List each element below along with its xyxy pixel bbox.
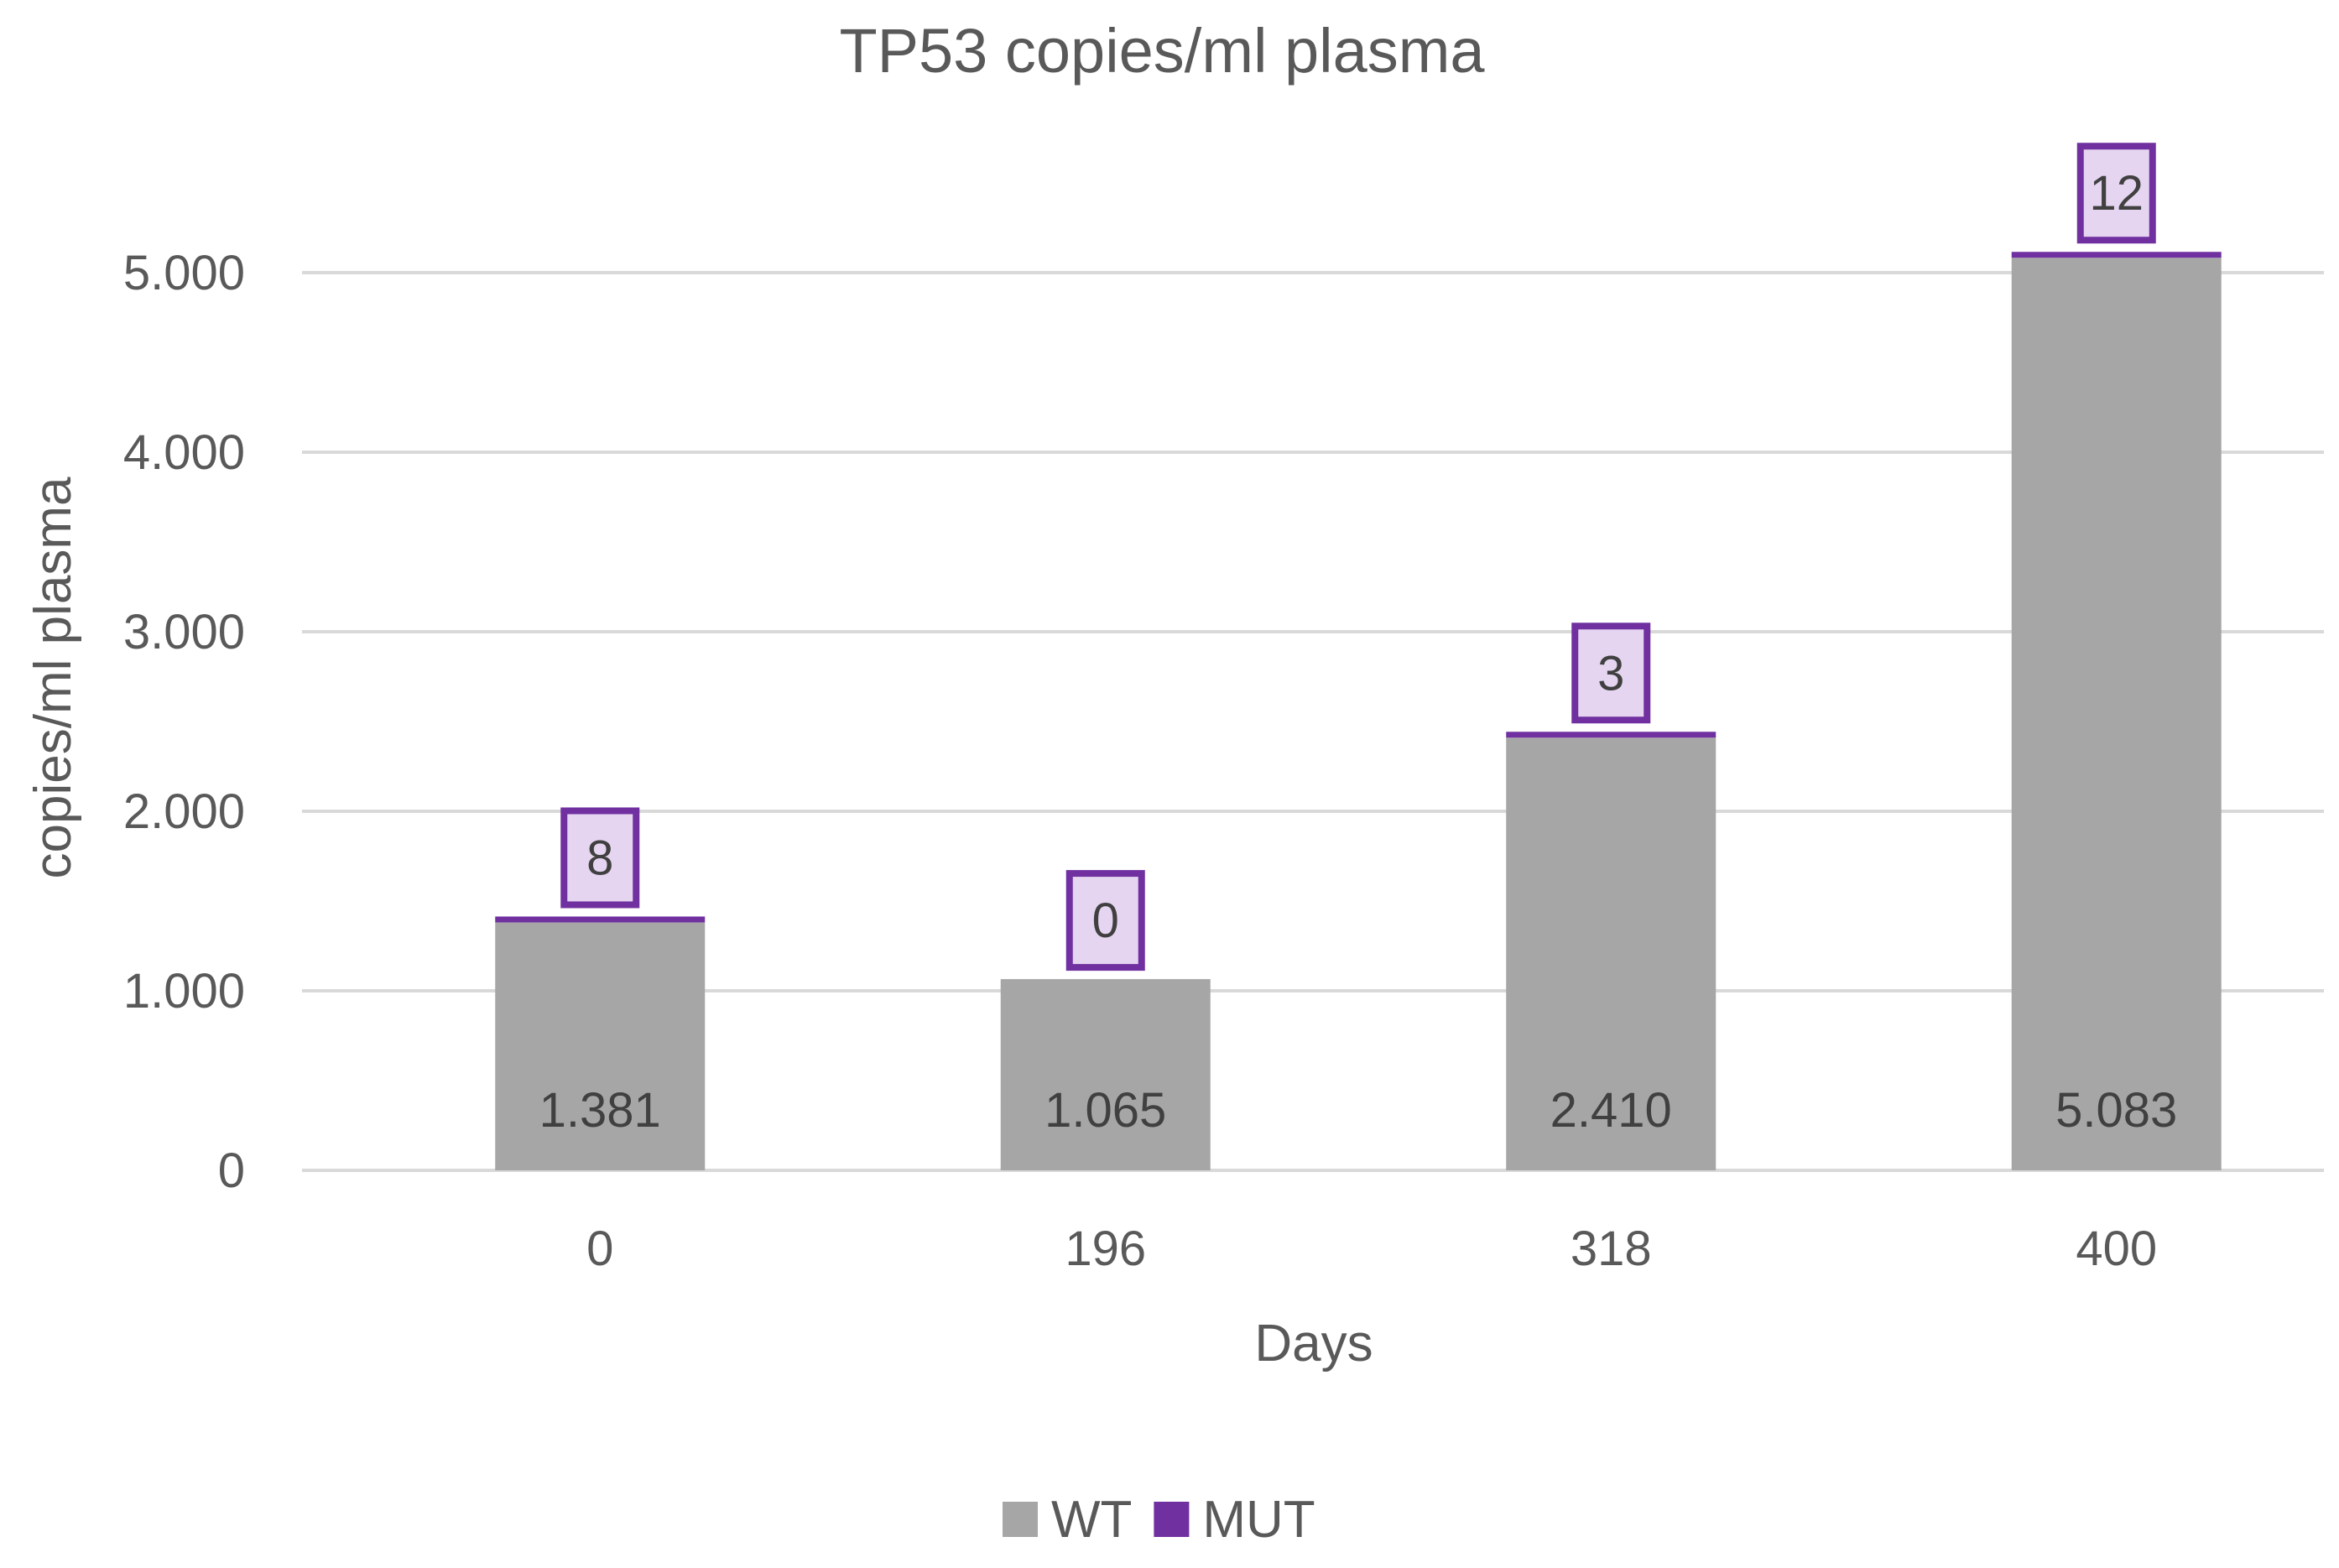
bar-wt (1506, 737, 1716, 1170)
y-tick-label: 2.000 (123, 784, 245, 839)
y-axis-ticks: 0 1.000 2.000 3.000 4.000 5.000 (123, 246, 245, 1198)
y-tick-label: 3.000 (123, 605, 245, 659)
bars: 1.381 8 1.065 0 2.410 3 5.083 12 (495, 143, 2222, 1170)
data-label-mut: 0 (1092, 893, 1119, 948)
data-label-wt: 1.065 (1044, 1083, 1166, 1138)
legend-label: WT (1051, 1491, 1132, 1549)
legend-label: MUT (1202, 1491, 1315, 1549)
data-label-mut-box (1065, 870, 1145, 972)
legend-swatch (1154, 1502, 1190, 1537)
bar-wt (2011, 258, 2222, 1170)
data-label-mut: 12 (2089, 166, 2144, 221)
x-tick-label: 318 (1571, 1222, 1652, 1276)
chart-title: TP53 copies/ml plasma (839, 16, 1485, 86)
legend: WT MUT (1003, 1491, 1315, 1549)
bar-mut (495, 916, 706, 923)
data-label-mut-box (2076, 143, 2156, 244)
bar-wt (1000, 979, 1211, 1170)
x-axis-ticks: 0 196 318 400 (586, 1222, 2157, 1276)
x-tick-label: 400 (2076, 1222, 2157, 1276)
x-axis-title: Days (1254, 1315, 1373, 1373)
data-label-wt: 2.410 (1550, 1083, 1672, 1138)
y-tick-label: 0 (218, 1143, 245, 1198)
data-label-wt: 5.083 (2055, 1083, 2177, 1138)
data-label-wt: 1.381 (539, 1083, 661, 1138)
data-label-mut: 8 (586, 831, 613, 885)
bar-mut (1506, 732, 1716, 738)
x-tick-label: 0 (586, 1222, 613, 1276)
y-tick-label: 4.000 (123, 425, 245, 480)
bar-mut (2011, 252, 2222, 258)
data-label-mut-box (560, 807, 640, 909)
bar-wt (495, 922, 706, 1170)
legend-swatch (1003, 1502, 1038, 1537)
y-tick-label: 5.000 (123, 246, 245, 300)
data-label-mut-box (1571, 623, 1651, 724)
x-tick-label: 196 (1065, 1222, 1146, 1276)
y-tick-label: 1.000 (123, 964, 245, 1018)
data-label-mut: 3 (1597, 646, 1624, 701)
y-axis-title: copies/ml plasma (24, 477, 82, 878)
